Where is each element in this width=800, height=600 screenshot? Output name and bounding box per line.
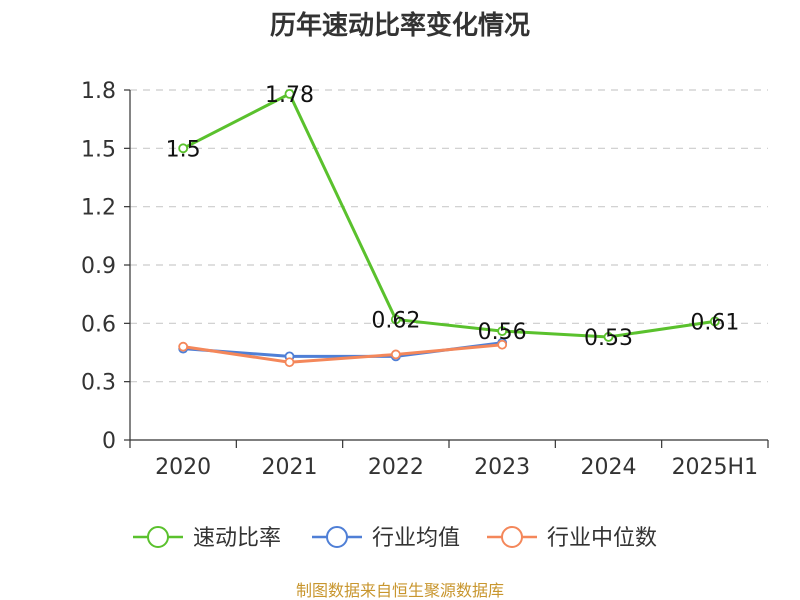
data-point[interactable] xyxy=(709,316,720,327)
legend-label: 行业均值 xyxy=(372,526,460,551)
data-point[interactable] xyxy=(178,143,189,154)
x-tick-label: 2023 xyxy=(474,455,530,480)
y-tick-label: 1.2 xyxy=(81,196,116,221)
data-labels: 1.5 1.78 0.62 0.56 0.53 0.61 xyxy=(166,83,740,351)
series-line-2 xyxy=(182,343,503,364)
grid xyxy=(130,89,768,383)
data-label: 1.5 xyxy=(166,137,201,162)
data-point[interactable] xyxy=(178,341,189,352)
legend-marker xyxy=(147,526,169,548)
legend-item-0[interactable]: 速动比率 xyxy=(133,526,281,551)
data-point[interactable] xyxy=(497,326,508,337)
data-point[interactable] xyxy=(284,88,295,99)
data-label: 0.62 xyxy=(371,308,420,333)
data-label: 0.56 xyxy=(478,320,527,345)
x-tick-label: 2024 xyxy=(581,455,637,480)
legend-item-2[interactable]: 行业中位数 xyxy=(487,526,657,551)
data-label: 0.53 xyxy=(584,326,633,351)
series-line-0 xyxy=(182,92,716,339)
x-tick-label: 2022 xyxy=(368,455,424,480)
data-point[interactable] xyxy=(284,357,295,368)
y-tick-label: 0.9 xyxy=(81,254,116,279)
x-tick-label: 2020 xyxy=(155,455,211,480)
legend-marker xyxy=(326,526,348,548)
y-tick-label: 1.5 xyxy=(81,137,116,162)
y-tick-label: 0 xyxy=(102,429,116,454)
y-tick-label: 0.3 xyxy=(81,371,116,396)
legend[interactable]: 速动比率 行业均值 行业中位数 xyxy=(133,526,657,551)
x-tick-label: 2025H1 xyxy=(672,455,759,480)
x-tick-label: 2021 xyxy=(262,455,318,480)
data-point[interactable] xyxy=(603,332,614,342)
legend-label: 行业中位数 xyxy=(547,526,657,551)
legend-label: 速动比率 xyxy=(193,526,281,551)
axes: 0 0.3 0.6 0.9 1.2 1.5 1.8 2020 2021 2022 2023 2024 2… xyxy=(81,79,769,480)
y-tick-label: 0.6 xyxy=(81,312,116,337)
data-point[interactable] xyxy=(497,339,508,350)
data-point[interactable] xyxy=(390,314,401,325)
data-label: 0.61 xyxy=(690,310,739,335)
chart-title: 历年速动比率变化情况 xyxy=(270,10,530,41)
data-point[interactable] xyxy=(390,349,401,360)
y-tick-label: 1.8 xyxy=(81,79,116,104)
series-layer xyxy=(178,88,720,368)
data-label: 1.78 xyxy=(265,83,314,108)
legend-marker xyxy=(501,526,523,548)
legend-item-1[interactable]: 行业均值 xyxy=(312,526,460,551)
source-note: 制图数据来自恒生聚源数据库 xyxy=(296,581,504,600)
